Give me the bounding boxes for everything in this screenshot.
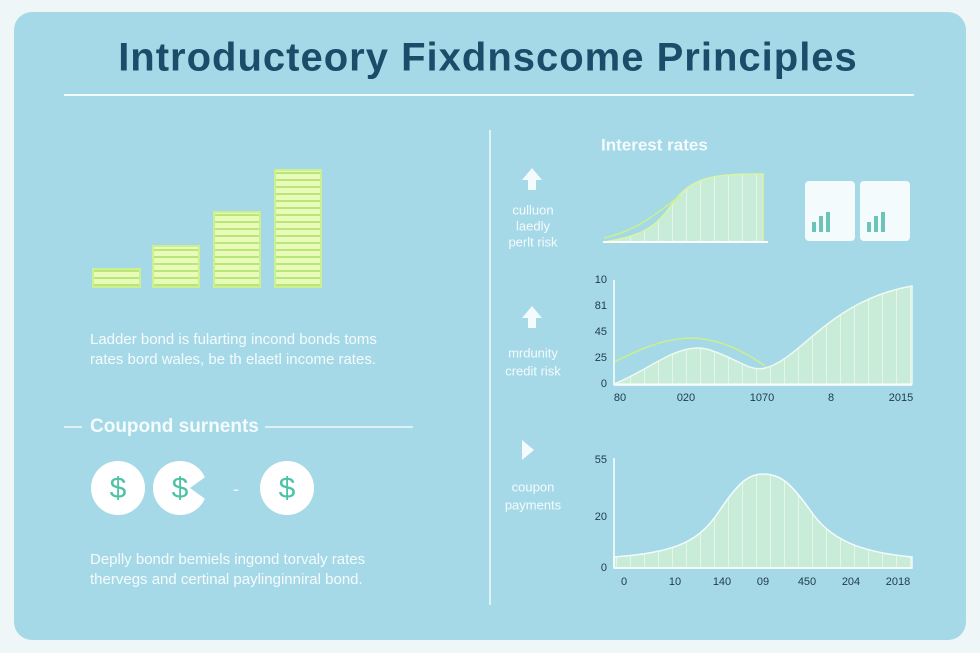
label: payments — [505, 497, 562, 512]
label: laedly — [516, 218, 550, 233]
text-line: Deplly bondr bemiels ingond torvaly rate… — [90, 551, 365, 568]
x-tick-label: 020 — [677, 392, 695, 404]
y-tick-label: 0 — [601, 378, 607, 390]
y-tick-label: 81 — [595, 300, 607, 312]
area — [613, 285, 913, 385]
y-tick-label: 45 — [595, 326, 607, 338]
arrow-icon — [522, 168, 542, 190]
label: perlt risk — [508, 234, 558, 249]
dash: - — [233, 479, 239, 499]
x-tick-label: 2018 — [886, 576, 910, 588]
x-tick-label: 2015 — [889, 392, 913, 404]
coupon-icons: $ $ - $ — [91, 461, 314, 515]
trend — [603, 195, 681, 239]
y-tick-label: 20 — [595, 511, 607, 523]
area — [613, 473, 913, 569]
title: Introducteory Fixdnscome Principles — [118, 36, 858, 80]
x-tick-label: 09 — [757, 576, 769, 588]
dollar: $ — [110, 472, 127, 505]
chart-title: Interest rates — [601, 135, 708, 154]
x-tick-label: 204 — [842, 576, 860, 588]
label: mrdunity — [508, 345, 558, 360]
section-heading: Coupond surnents — [90, 416, 259, 437]
dollar: $ — [279, 472, 296, 505]
x-tick-label: 140 — [713, 576, 731, 588]
label: coupon — [512, 479, 555, 494]
x-tick-label: 80 — [614, 392, 626, 404]
trend — [613, 337, 766, 367]
arrow-icon — [522, 440, 534, 460]
label: credit risk — [505, 363, 561, 378]
y-tick-label: 0 — [601, 562, 607, 574]
arrow-icon — [522, 306, 542, 328]
y-tick-label: 25 — [595, 352, 607, 364]
text-line: rates bord wales, be th elaetl income ra… — [90, 351, 376, 368]
x-tick-label: 0 — [621, 576, 627, 588]
label: culluon — [512, 202, 553, 217]
x-tick-label: 8 — [828, 392, 834, 404]
dollar: $ — [172, 472, 189, 505]
x-tick-label: 450 — [798, 576, 816, 588]
ladder-bars — [92, 169, 322, 288]
y-tick-label: 10 — [595, 274, 607, 286]
text-line: thervegs and certinal paylinginniral bon… — [90, 571, 363, 588]
report-icons — [805, 181, 910, 241]
x-tick-label: 1070 — [750, 392, 774, 404]
y-tick-label: 55 — [595, 454, 607, 466]
x-tick-label: 10 — [669, 576, 681, 588]
text-line: Ladder bond is fularting incond bonds to… — [90, 331, 377, 348]
